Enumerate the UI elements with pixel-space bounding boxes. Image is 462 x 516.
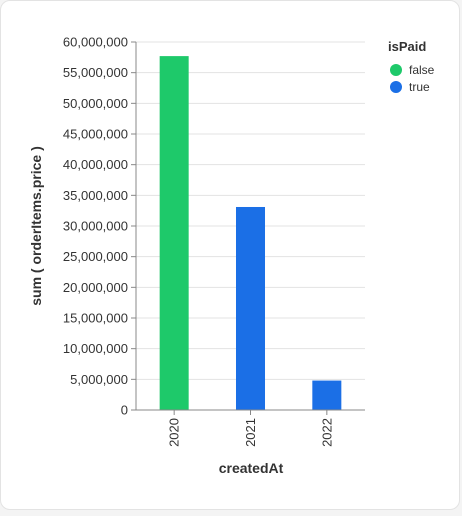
bars	[159, 56, 342, 411]
y-tick-label: 45,000,000	[63, 127, 128, 142]
legend-swatch-true	[390, 81, 402, 93]
y-axis-ticks: 0 5,000,000 10,000,000 15,000,000 20,000,000…	[63, 35, 136, 418]
x-tick-label: 2021	[243, 418, 258, 447]
y-tick-label: 10,000,000	[63, 341, 128, 356]
y-tick-label: 0	[121, 403, 128, 418]
bar-true-2022	[312, 380, 342, 410]
y-tick-label: 40,000,000	[63, 157, 128, 172]
bar-true-2021	[235, 206, 266, 410]
legend-swatch-false	[390, 64, 402, 76]
legend-label-false: false	[409, 63, 435, 77]
x-tick-label: 2020	[167, 418, 182, 447]
y-tick-label: 60,000,000	[63, 35, 128, 50]
y-tick-label: 30,000,000	[63, 219, 128, 234]
x-axis-ticks: 2020 2021 2022	[167, 410, 334, 447]
bar-false-2020	[159, 56, 189, 411]
x-axis-label: createdAt	[219, 460, 284, 476]
y-tick-label: 55,000,000	[63, 65, 128, 80]
y-tick-label: 15,000,000	[63, 311, 128, 326]
legend: isPaid false true	[388, 39, 435, 94]
legend-label-true: true	[409, 80, 430, 94]
x-tick-label: 2022	[319, 418, 334, 447]
y-tick-label: 5,000,000	[70, 372, 128, 387]
y-tick-label: 25,000,000	[63, 249, 128, 264]
y-axis-label: sum ( orderItems.price )	[28, 146, 44, 306]
y-tick-label: 50,000,000	[63, 96, 128, 111]
y-tick-label: 20,000,000	[63, 280, 128, 295]
y-tick-label: 35,000,000	[63, 188, 128, 203]
legend-title: isPaid	[388, 39, 426, 54]
